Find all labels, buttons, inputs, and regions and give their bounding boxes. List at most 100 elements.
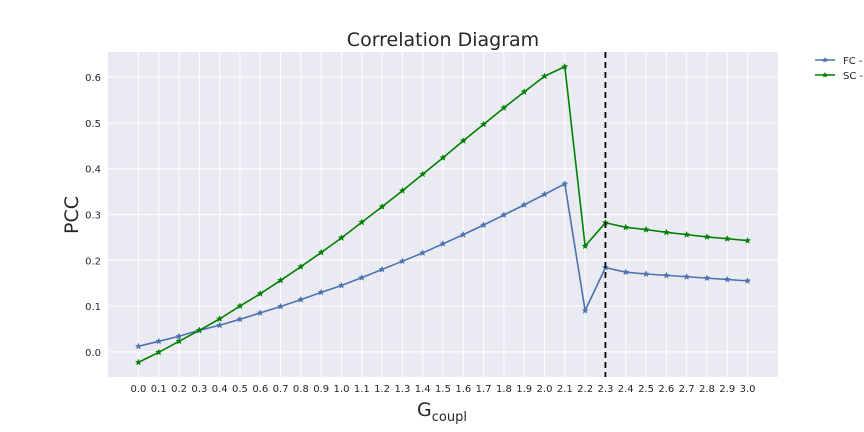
data-point <box>236 315 244 323</box>
legend-label: SC - <box>843 71 864 82</box>
data-point <box>439 153 447 161</box>
x-axis-label: Gcoupl <box>417 399 467 425</box>
data-point <box>236 302 244 310</box>
data-point <box>155 348 163 356</box>
data-point <box>642 270 650 278</box>
data-point <box>317 288 325 296</box>
x-tick-label: 2.0 <box>537 384 553 395</box>
data-point <box>297 295 305 303</box>
data-point <box>540 72 549 80</box>
data-point <box>277 276 285 284</box>
y-tick-label: 0.1 <box>85 302 101 313</box>
x-tick-label: 1.0 <box>334 384 350 395</box>
data-point <box>398 257 406 265</box>
data-point <box>500 211 508 218</box>
x-tick-labels: 0.0 0.1 0.2 0.3 0.4 0.5 0.6 0.7 0.8 0.9 1.0 1.1 1.2 1… <box>131 384 756 395</box>
data-point <box>378 202 386 210</box>
data-point <box>703 274 711 282</box>
data-point <box>419 249 427 256</box>
data-point <box>216 315 224 322</box>
data-point <box>439 240 447 247</box>
x-tick-label: 2.3 <box>597 384 613 395</box>
chart-title: Correlation Diagram <box>347 29 539 51</box>
y-tick-label: 0.5 <box>85 119 101 130</box>
data-point <box>683 273 691 280</box>
data-point <box>723 275 731 283</box>
x-tick-label: 0.8 <box>293 384 309 395</box>
data-point <box>256 289 264 297</box>
grid <box>108 52 778 377</box>
data-point <box>480 120 488 128</box>
x-tick-label: 3.0 <box>740 384 756 395</box>
series-2 <box>134 62 752 366</box>
y-tick-label: 0.6 <box>85 73 101 84</box>
data-point <box>622 268 630 276</box>
x-tick-label: 2.2 <box>577 384 593 395</box>
data-point <box>723 235 731 242</box>
x-tick-label: 1.1 <box>354 384 370 395</box>
x-tick-label: 1.3 <box>394 384 410 395</box>
data-point <box>175 337 183 345</box>
data-point <box>256 309 264 316</box>
x-tick-label: 0.7 <box>273 384 289 395</box>
data-point <box>195 326 203 334</box>
data-point <box>459 230 467 238</box>
series-layer <box>134 62 752 366</box>
x-tick-label: 1.7 <box>476 384 492 395</box>
data-point <box>337 234 346 241</box>
x-tick-label: 1.6 <box>455 384 471 395</box>
x-tick-label: 1.8 <box>496 384 512 395</box>
data-point <box>703 233 711 240</box>
y-tick-label: 0.4 <box>85 165 101 176</box>
data-point <box>743 277 752 284</box>
data-point <box>561 180 569 187</box>
data-point <box>500 104 508 111</box>
x-tick-label: 0.6 <box>252 384 268 395</box>
y-tick-label: 0.2 <box>85 256 101 267</box>
data-point <box>277 302 285 310</box>
x-tick-label: 2.9 <box>719 384 735 395</box>
x-axis-label-main: G <box>417 399 432 421</box>
x-tick-label: 2.1 <box>557 384 573 395</box>
data-point <box>520 201 528 208</box>
y-tick-labels: 0.0 0.1 0.2 0.3 0.4 0.5 0.6 <box>85 73 101 359</box>
legend-item: SC - <box>815 71 864 82</box>
x-tick-label: 0.1 <box>151 384 167 395</box>
y-axis-label: PCC <box>61 196 83 234</box>
data-point <box>520 88 528 95</box>
x-tick-label: 2.6 <box>658 384 674 395</box>
x-tick-label: 0.2 <box>171 384 187 395</box>
y-tick-label: 0.3 <box>85 211 101 222</box>
data-point <box>134 342 143 350</box>
data-point <box>662 228 670 236</box>
data-point <box>480 221 488 229</box>
y-tick-label: 0.0 <box>85 348 101 359</box>
x-tick-label: 0.4 <box>212 384 228 395</box>
x-tick-label: 0.3 <box>191 384 207 395</box>
data-point <box>419 170 427 178</box>
data-point <box>398 186 406 194</box>
data-point <box>581 242 589 250</box>
data-point <box>683 230 691 238</box>
data-point <box>622 223 630 231</box>
x-tick-label: 2.5 <box>638 384 654 395</box>
data-point <box>358 218 366 226</box>
data-point <box>134 358 143 366</box>
data-point <box>317 248 325 256</box>
x-tick-label: 1.9 <box>516 384 532 395</box>
data-point <box>540 190 549 198</box>
data-point <box>662 271 670 279</box>
data-point <box>459 137 467 144</box>
x-tick-label: 0.0 <box>131 384 147 395</box>
legend-label: FC - <box>843 56 863 67</box>
legend-marker <box>821 71 829 78</box>
x-tick-label: 2.7 <box>679 384 695 395</box>
legend-item: FC - <box>815 56 863 67</box>
legend-marker <box>821 56 829 63</box>
x-axis-label-subscript: coupl <box>432 410 467 425</box>
data-point <box>561 62 569 70</box>
x-tick-label: 1.2 <box>374 384 390 395</box>
data-point <box>642 225 650 233</box>
x-tick-label: 2.4 <box>618 384 634 395</box>
